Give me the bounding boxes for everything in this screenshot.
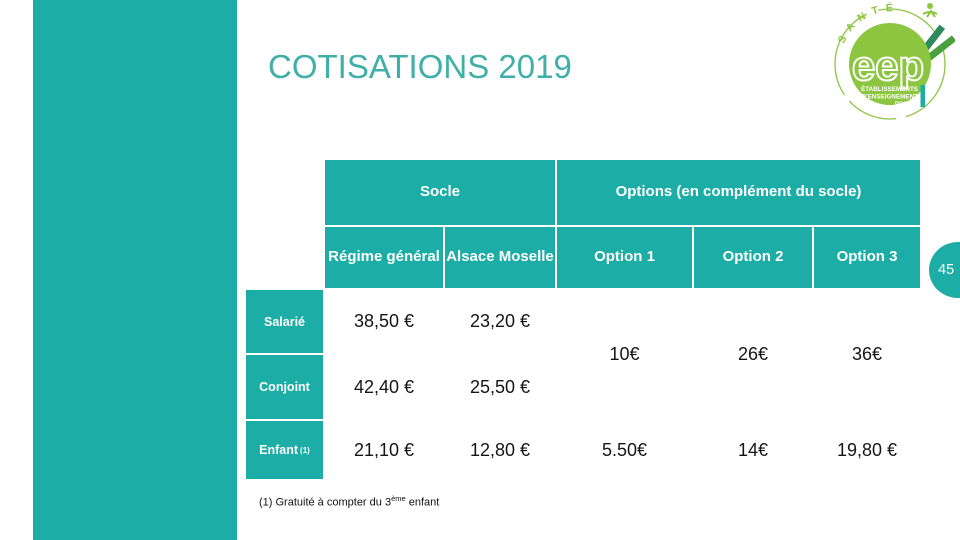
svg-text:PRIVÉS: PRIVÉS (895, 99, 918, 108)
value-conjoint-alsace-moselle: 25,50 € (469, 376, 531, 397)
column-header-alsace-moselle: Alsace Moselle (445, 227, 555, 288)
value-conjoint-regime-general: 42,40 € (353, 376, 415, 397)
value-merged-option-2: 26€ (737, 344, 769, 364)
logo-wordmark: eep (852, 42, 924, 89)
value-enfant-regime-general: 21,10 € (353, 439, 415, 460)
value-salarie-alsace-moselle: 23,20 € (469, 311, 531, 331)
cotisations-table: Socle Options (en complément du socle) R… (246, 160, 920, 479)
column-header-option-3: Option 3 (814, 227, 920, 288)
page-title: COTISATIONS 2019 (268, 48, 572, 85)
value-enfant-option-1: 5.50€ (601, 439, 648, 460)
row-label-conjoint-text: Conjoint (259, 380, 310, 394)
column-header-regime-general: Régime général (325, 227, 443, 288)
person-figure-icon (922, 3, 938, 18)
column-header-option-1: Option 1 (557, 227, 692, 288)
footnote-marker: (1) (259, 496, 276, 509)
footnote-tail: enfant (405, 496, 440, 509)
value-enfant-option-3: 19,80 € (836, 439, 898, 460)
value-merged-option-1: 10€ (609, 344, 640, 364)
sidebar-decoration (33, 0, 237, 540)
row-label-enfant-footnote-ref: (1) (300, 445, 310, 455)
group-header-options: Options (en complément du socle) (557, 160, 920, 225)
row-label-enfant-text: Enfant (259, 443, 299, 457)
row-label-salarie-text: Salarié (263, 314, 305, 329)
logo-caption: ÉTABLISSEMENTS D'ENSEIGNEMENT PRIVÉS (861, 84, 918, 108)
logo-teal-bar-icon (920, 85, 925, 107)
value-merged-option-3: 36€ (851, 344, 883, 364)
page-number-badge: 45 (929, 242, 960, 298)
footnote: (1) Gratuité à compter du 3ème enfant (259, 494, 439, 509)
svg-text:D'ENSEIGNEMENT: D'ENSEIGNEMENT (862, 94, 919, 101)
footnote-text: Gratuité à compter du 3 (275, 496, 392, 509)
group-header-socle: Socle (325, 160, 555, 225)
column-header-option-2: Option 2 (694, 227, 812, 288)
value-salarie-regime-general: 38,50 € (353, 311, 415, 331)
value-enfant-option-2: 14€ (737, 439, 769, 460)
value-enfant-alsace-moselle: 12,80 € (469, 439, 531, 460)
page-number: 45 (938, 262, 955, 278)
eep-sante-logo: S A N T É eep ÉTABLISSEMENTS D'ENSEIGNEM… (827, 0, 957, 126)
eep-sante-logo-graphic: S A N T É eep ÉTABLISSEMENTS D'ENSEIGNEM… (834, 1, 957, 120)
logo-outer-ring-icon (834, 8, 946, 120)
row-label-conjoint: Conjoint (246, 355, 323, 419)
svg-text:ÉTABLISSEMENTS: ÉTABLISSEMENTS (861, 84, 918, 93)
row-label-enfant: Enfant (1) (246, 421, 323, 479)
footnote-superscript: ème (391, 494, 406, 503)
logo-disc-icon (849, 23, 931, 105)
row-label-salarie: Salarié (246, 290, 323, 353)
